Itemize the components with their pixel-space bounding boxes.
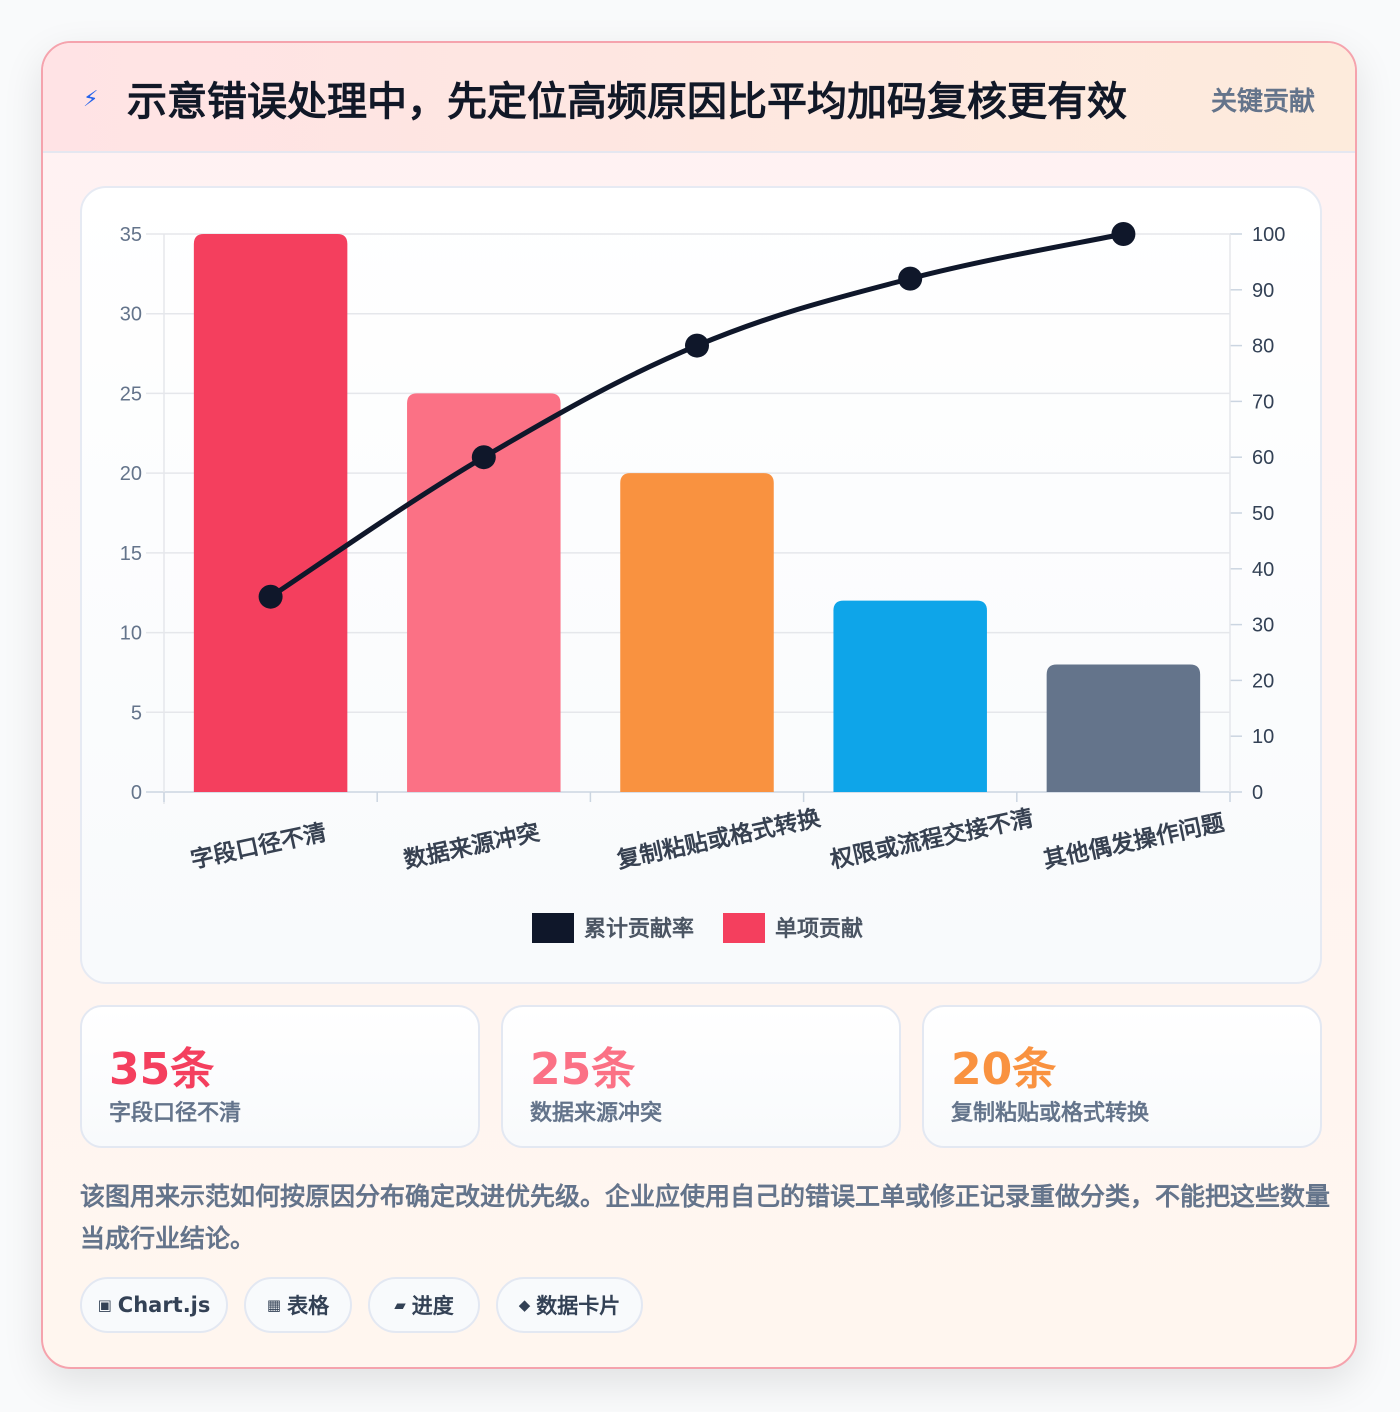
stat-label: 字段口径不清 (109, 1101, 242, 1126)
y-tick-label-right: 40 (1252, 559, 1274, 581)
cumulative-point (258, 584, 283, 609)
header-tag: 关键贡献 (1210, 87, 1315, 117)
stat-card-3: 20条 复制粘贴或格式转换 (922, 1005, 1322, 1148)
y-tick-label-left: 5 (131, 702, 142, 724)
y-tick-label-left: 20 (120, 463, 142, 485)
y-tick-label-right: 90 (1252, 280, 1274, 302)
y-tick-label-right: 30 (1252, 615, 1274, 637)
bar-2 (407, 393, 561, 792)
y-tick-label-right: 80 (1252, 336, 1274, 358)
chip-label: 数据卡片 (536, 1294, 621, 1318)
legend-swatch (532, 913, 574, 943)
stat-value: 20条 (951, 1044, 1057, 1095)
cumulative-point (471, 445, 496, 470)
chip-label: Chart.js (117, 1293, 211, 1317)
cumulative-point (898, 266, 923, 291)
x-tick-label: 字段口径不清 (188, 819, 329, 874)
chip-label: 表格 (287, 1294, 330, 1318)
chart-panel: 0 5 10 15 20 25 30 35 0 10 20 30 40 50 60 70 80 90 100 字段口径… (80, 186, 1322, 984)
x-tick-label: 权限或流程交接不清 (827, 804, 1036, 874)
y-tick-label-right: 50 (1252, 503, 1274, 525)
chip-progress[interactable]: ▰ 进度 (368, 1277, 480, 1333)
chip-data-card[interactable]: ◆ 数据卡片 (496, 1277, 643, 1333)
y-tick-label-left: 25 (120, 383, 142, 405)
chip-label: 进度 (411, 1294, 454, 1318)
cumulative-point (1111, 222, 1136, 246)
legend-swatch (723, 913, 765, 943)
x-tick-label: 其他偶发操作问题 (1041, 809, 1227, 874)
card-title: 示意错误处理中，先定位高频原因比平均加码复核更有效 (127, 79, 1127, 125)
chart-description: 该图用来示范如何按原因分布确定改进优先级。企业应使用自己的错误工单或修正记录重做… (80, 1182, 1331, 1253)
y-tick-label-left: 30 (120, 304, 142, 326)
y-tick-label-left: 15 (120, 543, 142, 565)
pareto-chart: 0 5 10 15 20 25 30 35 0 10 20 30 40 50 60 70 80 90 100 字段口径… (120, 222, 1285, 943)
y-tick-label-right: 60 (1252, 447, 1274, 469)
stat-label: 数据来源冲突 (530, 1101, 663, 1126)
bolt-icon: ⚡ (83, 87, 99, 112)
cumulative-point (685, 333, 709, 358)
diamond-icon: ◆ (518, 1296, 531, 1314)
table-icon: ▦ (266, 1296, 282, 1314)
y-tick-label-left: 35 (120, 224, 142, 246)
chip-table[interactable]: ▦ 表格 (244, 1277, 352, 1333)
y-tick-label-right: 0 (1252, 782, 1263, 804)
chart-card: ⚡ 示意错误处理中，先定位高频原因比平均加码复核更有效 关键贡献 0 5 10 15 2… (41, 41, 1357, 1369)
stat-card-1: 35条 字段口径不清 (80, 1005, 480, 1148)
y-tick-label-right: 10 (1252, 726, 1274, 748)
x-tick-label: 数据来源冲突 (401, 819, 542, 874)
y-tick-label-left: 0 (131, 782, 142, 804)
legend-label: 累计贡献率 (584, 916, 694, 942)
stat-label: 复制粘贴或格式转换 (951, 1101, 1150, 1126)
y-tick-label-left: 10 (120, 623, 142, 645)
legend-label: 单项贡献 (775, 916, 863, 942)
bar-4 (833, 600, 987, 792)
stat-value: 25条 (530, 1044, 636, 1095)
progress-icon: ▰ (394, 1296, 406, 1314)
y-tick-label-right: 100 (1252, 224, 1285, 246)
y-tick-label-right: 20 (1252, 670, 1274, 692)
y-tick-label-right: 70 (1252, 391, 1274, 413)
x-tick-label: 复制粘贴或格式转换 (614, 804, 824, 874)
stat-value: 35条 (109, 1044, 215, 1095)
chart-icon: ▣ (97, 1296, 112, 1314)
bar-5 (1046, 664, 1201, 792)
bar-1 (193, 234, 348, 792)
bar-3 (620, 473, 774, 792)
stat-card-2: 25条 数据来源冲突 (501, 1005, 901, 1148)
chip-chartjs[interactable]: ▣ Chart.js (80, 1277, 228, 1333)
card-header: ⚡ 示意错误处理中，先定位高频原因比平均加码复核更有效 关键贡献 (43, 43, 1355, 153)
